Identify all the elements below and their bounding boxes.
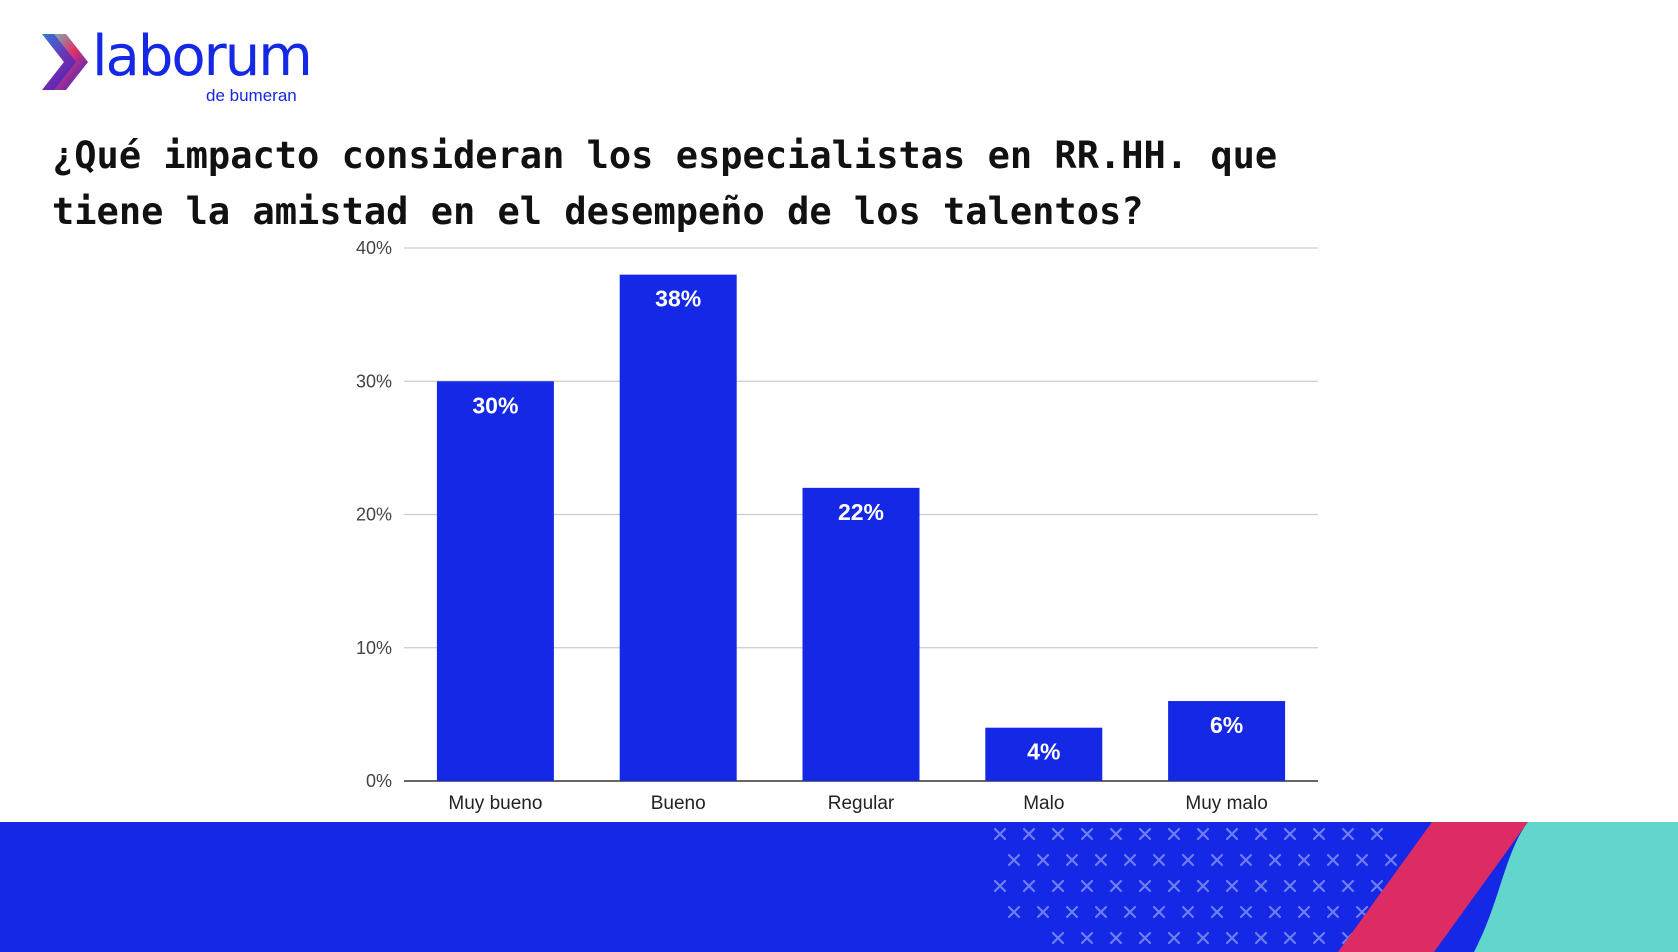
cross-mark — [1109, 827, 1123, 841]
cross-mark — [1239, 905, 1253, 919]
cross-mark — [1036, 905, 1050, 919]
cross-mark — [1239, 853, 1253, 867]
cross-mark — [1167, 879, 1181, 893]
cross-mark — [1167, 827, 1181, 841]
cross-mark — [1080, 931, 1094, 945]
y-tick-label: 0% — [366, 771, 392, 791]
y-tick-label: 40% — [356, 238, 392, 258]
cross-mark — [1196, 931, 1210, 945]
cross-mark — [1370, 827, 1384, 841]
cross-mark — [1094, 905, 1108, 919]
cross-mark — [1297, 905, 1311, 919]
cross-mark — [1254, 931, 1268, 945]
y-tick-label: 30% — [356, 371, 392, 391]
footer-banner — [0, 822, 1678, 952]
cross-mark — [1283, 827, 1297, 841]
x-tick-label: Regular — [828, 793, 895, 814]
cross-mark — [1283, 931, 1297, 945]
cross-mark — [1080, 827, 1094, 841]
cross-mark — [1326, 853, 1340, 867]
cross-mark — [1181, 853, 1195, 867]
cross-mark — [1051, 931, 1065, 945]
x-tick-label: Malo — [1023, 793, 1064, 814]
x-tick-label: Muy malo — [1185, 793, 1267, 814]
y-tick-label: 20% — [356, 505, 392, 525]
cross-mark — [1109, 931, 1123, 945]
data-label: 6% — [1210, 712, 1243, 738]
cross-mark — [1268, 853, 1282, 867]
cross-mark — [1312, 931, 1326, 945]
cross-mark — [1268, 905, 1282, 919]
cross-mark — [1036, 853, 1050, 867]
cross-mark — [993, 827, 1007, 841]
cross-mark — [1355, 853, 1369, 867]
cross-mark — [1341, 827, 1355, 841]
cross-mark — [993, 879, 1007, 893]
cross-mark — [1167, 931, 1181, 945]
bar-chart: 0% 10% 20% 30% 40% 30% Muy bueno 38% Bueno 22% Reg… — [356, 238, 1318, 814]
cross-mark — [1254, 879, 1268, 893]
footer-pink-stripe — [1338, 822, 1528, 952]
bar — [1168, 701, 1286, 781]
cross-mark — [1181, 905, 1195, 919]
cross-mark — [1152, 905, 1166, 919]
logo-chevron-icon — [42, 34, 88, 90]
brand-logo: laborum de bumeran — [36, 24, 336, 110]
cross-mark — [1341, 879, 1355, 893]
cross-mark — [1196, 879, 1210, 893]
cross-mark — [1007, 905, 1021, 919]
y-tick-label: 10% — [356, 638, 392, 658]
cross-mark — [1007, 853, 1021, 867]
logo-tagline: de bumeran — [206, 86, 297, 105]
cross-mark — [1312, 879, 1326, 893]
cross-mark — [1283, 879, 1297, 893]
data-label: 30% — [472, 392, 518, 418]
cross-mark — [1254, 827, 1268, 841]
cross-mark — [1210, 905, 1224, 919]
data-label: 22% — [838, 499, 884, 525]
chart-title: ¿Qué impacto consideran los especialista… — [52, 134, 1278, 233]
x-tick-label: Bueno — [651, 793, 706, 814]
cross-mark — [1138, 931, 1152, 945]
bar — [619, 274, 737, 781]
bar — [802, 487, 920, 781]
cross-mark — [1225, 931, 1239, 945]
cross-mark — [1225, 827, 1239, 841]
cross-mark — [1384, 853, 1398, 867]
cross-mark — [1370, 879, 1384, 893]
cross-mark — [1225, 879, 1239, 893]
data-label: 4% — [1027, 739, 1060, 765]
bar — [436, 381, 554, 781]
cross-mark — [1196, 827, 1210, 841]
data-label: 38% — [655, 286, 701, 312]
cross-mark — [1312, 827, 1326, 841]
cross-mark — [1138, 827, 1152, 841]
cross-mark — [1297, 853, 1311, 867]
cross-mark — [1109, 879, 1123, 893]
footer-teal-wave — [1474, 822, 1678, 952]
cross-mark — [1080, 879, 1094, 893]
cross-mark — [1022, 827, 1036, 841]
x-tick-label: Muy bueno — [448, 793, 542, 814]
cross-mark — [1138, 879, 1152, 893]
cross-mark — [1094, 853, 1108, 867]
cross-mark — [1065, 853, 1079, 867]
cross-mark — [1152, 853, 1166, 867]
cross-mark — [1123, 853, 1137, 867]
cross-mark — [1051, 827, 1065, 841]
bar — [985, 727, 1103, 781]
cross-mark — [1123, 905, 1137, 919]
cross-mark — [1051, 879, 1065, 893]
cross-mark — [1210, 853, 1224, 867]
logo-wordmark: laborum — [92, 24, 313, 89]
cross-mark — [1022, 879, 1036, 893]
cross-mark — [1326, 905, 1340, 919]
cross-mark — [1065, 905, 1079, 919]
